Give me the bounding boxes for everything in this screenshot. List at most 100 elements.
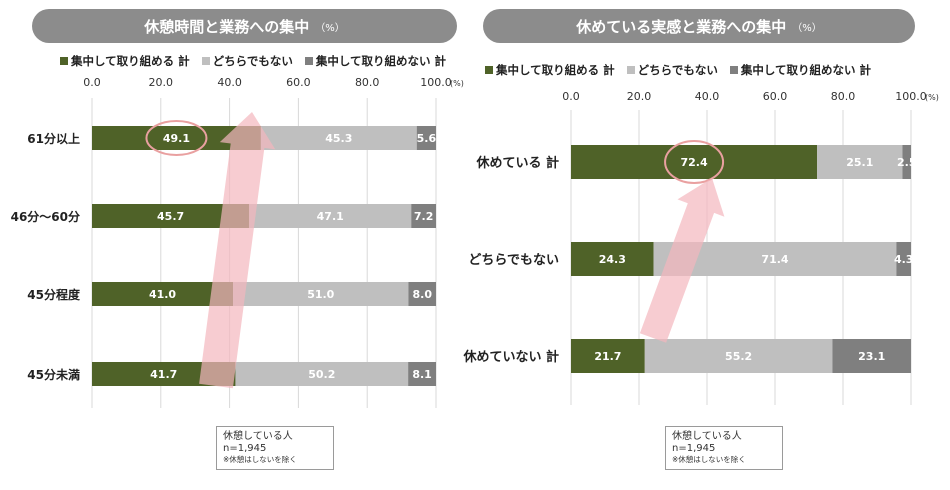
data-label: 47.1 bbox=[317, 210, 344, 223]
note-line-2: n=1,945 bbox=[672, 443, 716, 454]
legend-swatch bbox=[60, 57, 68, 65]
x-unit-label: (%) bbox=[450, 79, 464, 88]
legend-swatch bbox=[485, 66, 493, 74]
data-label: 45.3 bbox=[325, 132, 352, 145]
legend-swatch bbox=[626, 66, 635, 74]
bar-chart-plot: 0.0 20.0 40.0 60.0 80.0 100.0(%) 休めている 計 72.4 25… bbox=[462, 90, 939, 405]
chart-title-unit: （%） bbox=[792, 22, 822, 34]
bar-segment bbox=[416, 126, 436, 150]
x-tick-label: 80.0 bbox=[355, 76, 380, 89]
legend-label: 集中して取り組めない 計 bbox=[740, 63, 871, 77]
x-tick-label: 0.0 bbox=[83, 76, 101, 89]
note-line-3: ※休憩はしないを除く bbox=[672, 455, 746, 464]
x-tick-label: 60.0 bbox=[286, 76, 311, 89]
x-tick-label: 40.0 bbox=[695, 90, 720, 103]
bar-segment bbox=[233, 282, 409, 306]
data-label: 24.3 bbox=[599, 253, 626, 266]
chart-panel-break-time: 休憩時間と業務への集中 （%） 集中して取り組める 計 どちらでもない 集中して… bbox=[11, 9, 464, 470]
bar-segment bbox=[571, 242, 654, 276]
bar-segment bbox=[408, 362, 436, 386]
bar-segment bbox=[902, 145, 911, 179]
sample-note: 休憩している人 n=1,945 ※休憩はしないを除く bbox=[216, 426, 334, 470]
legend-label: 集中して取り組める 計 bbox=[71, 54, 190, 68]
legend-item: 集中して取り組めない 計 bbox=[304, 53, 446, 69]
bar-segment bbox=[408, 282, 436, 306]
bar-segment bbox=[260, 126, 417, 150]
legend-label: 集中して取り組めない 計 bbox=[315, 54, 446, 68]
trend-arrow-shape bbox=[639, 178, 725, 343]
bar-segment bbox=[92, 282, 234, 306]
data-label: 71.4 bbox=[761, 253, 788, 266]
x-tick-label: 60.0 bbox=[763, 90, 788, 103]
data-label: 23.1 bbox=[858, 350, 885, 363]
data-label: 2.5 bbox=[897, 156, 917, 169]
bar-segment bbox=[411, 204, 436, 228]
highlight-circle bbox=[664, 140, 725, 184]
chart-title-pill: 休めている実感と業務への集中 （%） bbox=[483, 9, 915, 43]
bar-chart-plot: 0.0 20.0 40.0 60.0 80.0 100.0(%) 61分以上 49.1 45.3… bbox=[11, 76, 464, 408]
legend-item: どちらでもない bbox=[201, 53, 293, 69]
data-label: 50.2 bbox=[308, 368, 335, 381]
data-label: 4.3 bbox=[894, 253, 914, 266]
category-label: 61分以上 bbox=[27, 131, 80, 146]
x-tick-label: 80.0 bbox=[831, 90, 856, 103]
category-label: どちらでもない bbox=[468, 253, 559, 268]
legend-label: 集中して取り組める 計 bbox=[496, 63, 615, 77]
bar-segment bbox=[644, 339, 833, 373]
data-label: 55.2 bbox=[725, 350, 752, 363]
category-label: 休めていない 計 bbox=[462, 349, 559, 365]
data-label: 49.1 bbox=[163, 132, 190, 145]
x-tick-label: 20.0 bbox=[149, 76, 174, 89]
category-label: 45分程度 bbox=[27, 287, 81, 302]
legend-item: どちらでもない bbox=[626, 62, 718, 78]
chart-title: 休憩時間と業務への集中 bbox=[144, 17, 310, 36]
highlight-circle bbox=[145, 120, 208, 156]
data-label: 8.1 bbox=[412, 368, 432, 381]
bar-segment bbox=[571, 145, 818, 179]
data-label: 21.7 bbox=[594, 350, 621, 363]
note-line-2: n=1,945 bbox=[223, 443, 267, 454]
bar-segment bbox=[571, 339, 645, 373]
legend-label: どちらでもない bbox=[212, 54, 293, 68]
legend-label: どちらでもない bbox=[637, 63, 718, 77]
data-label: 25.1 bbox=[846, 156, 873, 169]
legend-item: 集中して取り組める 計 bbox=[485, 62, 615, 78]
data-label: 72.4 bbox=[681, 156, 708, 169]
data-label: 51.0 bbox=[307, 288, 334, 301]
legend-swatch bbox=[304, 57, 313, 65]
x-tick-label: 40.0 bbox=[217, 76, 242, 89]
chart-title-unit: （%） bbox=[315, 22, 345, 34]
legend-swatch bbox=[729, 66, 738, 74]
data-label: 5.6 bbox=[417, 132, 437, 145]
data-label: 45.7 bbox=[157, 210, 184, 223]
legend-item: 集中して取り組めない 計 bbox=[729, 62, 871, 78]
data-label: 41.0 bbox=[149, 288, 176, 301]
x-unit-label: (%) bbox=[925, 93, 939, 102]
bar-segment bbox=[249, 204, 412, 228]
chart-legend: 集中して取り組める 計 どちらでもない 集中して取り組めない 計 bbox=[485, 62, 883, 78]
chart-title-pill: 休憩時間と業務への集中 （%） bbox=[32, 9, 457, 43]
chart-title: 休めている実感と業務への集中 bbox=[576, 17, 787, 36]
legend-item: 集中して取り組める 計 bbox=[60, 53, 190, 69]
x-tick-label: 100.0 bbox=[420, 76, 452, 89]
note-line-1: 休憩している人 bbox=[223, 431, 293, 442]
category-label: 45分未満 bbox=[27, 367, 80, 382]
chart-panel-rest-feeling: 休めている実感と業務への集中 （%） 集中して取り組める 計 どちらでもない 集… bbox=[462, 0, 950, 490]
x-tick-label: 20.0 bbox=[627, 90, 652, 103]
trend-arrow-shape bbox=[199, 112, 276, 389]
note-line-1: 休憩している人 bbox=[672, 431, 742, 442]
category-label: 46分～60分 bbox=[11, 209, 80, 224]
sample-note: 休憩している人 n=1,945 ※休憩はしないを除く bbox=[665, 426, 783, 470]
note-line-3: ※休憩はしないを除く bbox=[223, 455, 297, 464]
bar-segment bbox=[896, 242, 911, 276]
data-label: 41.7 bbox=[150, 368, 177, 381]
bar-segment bbox=[235, 362, 409, 386]
data-label: 8.0 bbox=[412, 288, 432, 301]
chart-legend: 集中して取り組める 計 どちらでもない 集中して取り組めない 計 bbox=[60, 53, 458, 69]
x-tick-label: 100.0 bbox=[895, 90, 927, 103]
category-label: 休めている 計 bbox=[475, 155, 559, 171]
x-tick-label: 0.0 bbox=[562, 90, 580, 103]
bar-segment bbox=[832, 339, 911, 373]
data-label: 7.2 bbox=[414, 210, 434, 223]
legend-swatch bbox=[201, 57, 210, 65]
